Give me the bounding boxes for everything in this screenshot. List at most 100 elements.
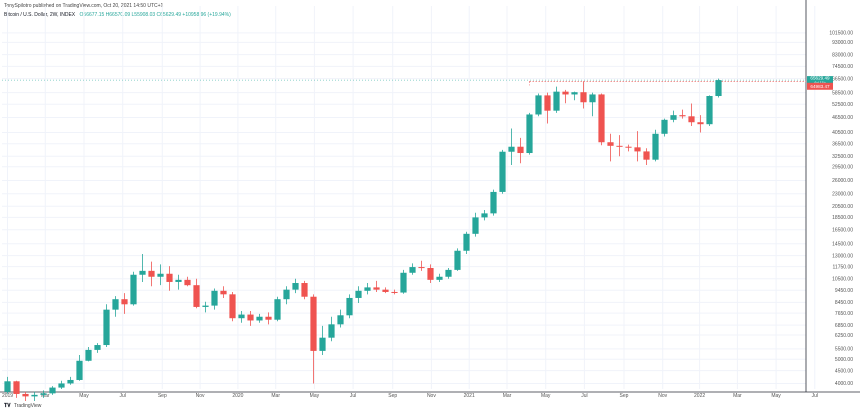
candle-body — [454, 250, 461, 270]
price-tick-label: 5500.00 — [835, 347, 853, 353]
time-tick-label: Nov — [427, 393, 436, 399]
candle-body — [103, 309, 110, 346]
candle-body — [274, 299, 281, 320]
price-tick-label: 101500.00 — [829, 31, 853, 37]
candle-body — [310, 296, 317, 351]
symbol-legend: Bitcoin / U.S. Dollar, 2W, INDEX O56677.… — [4, 12, 231, 18]
price-tick-label: 14500.00 — [832, 242, 853, 248]
candle-body — [634, 147, 641, 152]
candle-body — [373, 287, 380, 290]
footer-bar: 𝐓𝐕 TradingView — [0, 401, 860, 411]
candle-body — [391, 291, 398, 293]
time-tick-label: Mar — [503, 393, 512, 399]
candle-body — [346, 297, 353, 316]
price-tick-label: 20500.00 — [832, 204, 853, 210]
candle-body — [85, 349, 92, 361]
candle-body — [625, 146, 632, 148]
candle-body — [265, 316, 272, 320]
time-tick-label: Mar — [41, 393, 50, 399]
candle-body — [607, 142, 614, 146]
candle-body — [499, 151, 506, 192]
candle-body — [589, 94, 596, 103]
candle-body — [337, 315, 344, 325]
candle-body — [229, 294, 236, 319]
candle-body — [445, 269, 452, 277]
candle-body — [58, 383, 65, 388]
candle-body — [679, 115, 686, 117]
candle-body — [580, 92, 587, 103]
candle-body — [130, 274, 137, 305]
time-tick-label: 2020 — [232, 393, 243, 399]
candle-body — [193, 285, 200, 307]
candle-body — [652, 133, 659, 160]
candle-body — [409, 267, 416, 273]
candle-body — [121, 299, 128, 305]
price-tick-label: 6850.00 — [835, 323, 853, 329]
price-tick-label: 74500.00 — [832, 64, 853, 70]
candle-body — [472, 217, 479, 234]
candle-body — [184, 279, 191, 286]
price-tick-label: 93000.00 — [832, 40, 853, 46]
candle-body — [526, 114, 533, 154]
candle-body — [535, 95, 542, 115]
time-tick-label: May — [541, 393, 551, 399]
price-tick-label: 36500.00 — [832, 141, 853, 147]
time-tick-label: 2022 — [694, 393, 705, 399]
price-tick-label: 29500.00 — [832, 165, 853, 171]
candle-body — [436, 276, 443, 280]
candle-body — [148, 270, 155, 277]
time-tick-label: Mar — [733, 393, 742, 399]
candle-body — [463, 233, 470, 251]
symbol-title: Bitcoin / U.S. Dollar, 2W, INDEX — [4, 12, 76, 18]
candle-body — [544, 95, 551, 111]
candle-body — [517, 146, 524, 154]
candle-body — [418, 267, 425, 269]
price-tick-label: 5000.00 — [835, 357, 853, 363]
time-tick-label: 2021 — [464, 393, 475, 399]
candle-body — [481, 213, 488, 218]
candle-body — [643, 151, 650, 160]
price-tick-label: 46500.00 — [832, 115, 853, 121]
price-tick-label: 32500.00 — [832, 154, 853, 160]
candle-body — [508, 146, 515, 152]
candle-body — [553, 91, 560, 111]
candle-body — [49, 387, 56, 394]
candle-body — [112, 299, 119, 310]
candle-body — [616, 145, 623, 147]
price-tick-label: 11750.00 — [833, 264, 854, 270]
time-tick-label: Sep — [158, 393, 167, 399]
candle-body — [202, 305, 209, 307]
tradingview-brand: 𝐓𝐕 TradingView — [4, 403, 41, 409]
price-tick-label: 16500.00 — [832, 227, 853, 233]
candle-body — [355, 290, 362, 298]
price-tick-label: 7650.00 — [835, 311, 853, 317]
candle-body — [688, 116, 695, 123]
candle-body — [94, 345, 101, 350]
prev-price-badge — [807, 82, 833, 90]
time-tick-label: Jul — [350, 393, 356, 399]
candle-body — [301, 283, 308, 297]
candle-body — [571, 92, 578, 95]
candle-body — [562, 91, 569, 95]
candle-body — [40, 393, 47, 395]
candle-body — [400, 272, 407, 293]
price-tick-label: 66500.00 — [832, 76, 853, 82]
price-tick-label: 13000.00 — [832, 253, 853, 259]
time-tick-label: Nov — [658, 393, 667, 399]
candle-body — [166, 273, 173, 282]
candle-body — [157, 273, 164, 277]
price-tick-label: 52500.00 — [832, 102, 853, 108]
candle-body — [211, 290, 218, 306]
candle-body — [706, 96, 713, 125]
candle-body — [247, 314, 254, 321]
candle-body — [220, 290, 227, 295]
candle-body — [31, 394, 38, 397]
price-tick-label: 8450.00 — [835, 300, 853, 306]
time-tick-label: Jul — [812, 393, 818, 399]
price-tick-label: 18500.00 — [832, 215, 853, 221]
candle-body — [598, 94, 605, 143]
candle-body — [22, 393, 29, 397]
price-tick-label: 9450.00 — [835, 288, 853, 294]
brand-label: TradingView — [13, 403, 42, 409]
